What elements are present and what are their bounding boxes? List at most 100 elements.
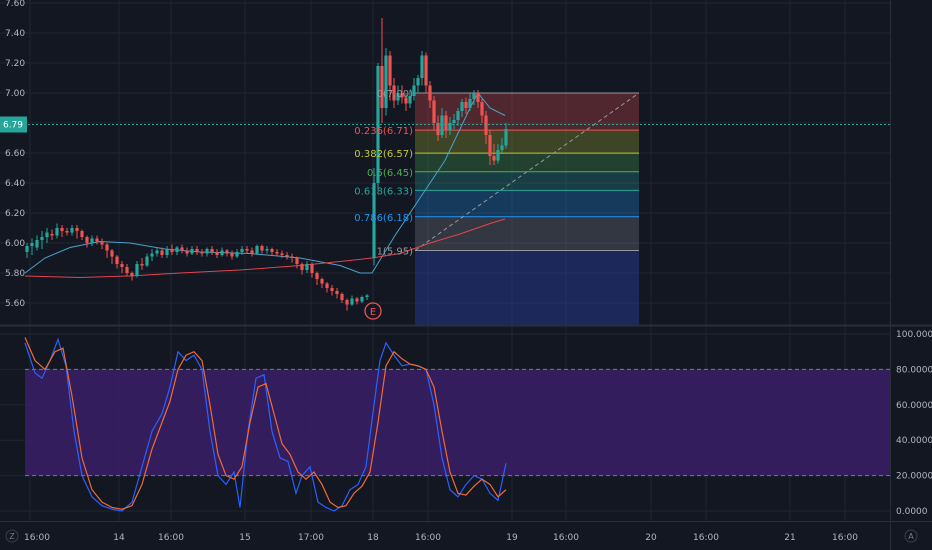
price-axis[interactable]: 7.607.407.207.006.806.606.406.206.005.80…: [5, 0, 25, 309]
candle-body[interactable]: [35, 240, 39, 248]
candle-body[interactable]: [230, 253, 234, 257]
candle-body[interactable]: [380, 66, 384, 108]
candle-body[interactable]: [310, 264, 314, 273]
candle-body[interactable]: [100, 241, 104, 245]
candle-body[interactable]: [484, 115, 488, 136]
candle-body[interactable]: [80, 231, 84, 237]
fibonacci-retracement[interactable]: [414, 92, 640, 325]
stochastic-axis[interactable]: 100.0000 80.0000 60.0000 40.0000 20.0000 0.00…: [896, 330, 932, 517]
candle-body[interactable]: [290, 256, 294, 259]
candle-body[interactable]: [492, 156, 496, 161]
candle-body[interactable]: [245, 249, 249, 251]
candle-body[interactable]: [150, 253, 154, 257]
candle-body[interactable]: [472, 93, 476, 99]
candle-body[interactable]: [330, 288, 334, 291]
candle-body[interactable]: [480, 102, 484, 116]
candle-body[interactable]: [295, 258, 299, 264]
candle-body[interactable]: [448, 123, 452, 131]
candle-body[interactable]: [235, 252, 239, 257]
candle-body[interactable]: [215, 252, 219, 255]
candle-body[interactable]: [105, 244, 109, 251]
candle-body[interactable]: [440, 115, 444, 136]
candle-body[interactable]: [200, 252, 204, 254]
candle-body[interactable]: [432, 100, 436, 124]
candle-body[interactable]: [130, 273, 134, 276]
candle-body[interactable]: [195, 249, 199, 252]
candle-body[interactable]: [180, 247, 184, 251]
auto-scale-icon-group[interactable]: A: [904, 529, 918, 543]
candle-body[interactable]: [125, 267, 129, 273]
candle-body[interactable]: [444, 115, 448, 131]
candle-body[interactable]: [70, 228, 74, 233]
candle-body[interactable]: [190, 249, 194, 254]
candle-body[interactable]: [488, 135, 492, 156]
candle-body[interactable]: [250, 250, 254, 254]
candle-body[interactable]: [428, 85, 432, 101]
candle-body[interactable]: [135, 264, 139, 276]
candle-body[interactable]: [315, 273, 319, 279]
candle-body[interactable]: [436, 123, 440, 135]
candle-body[interactable]: [408, 96, 412, 104]
candle-body[interactable]: [30, 243, 34, 246]
candle-body[interactable]: [300, 264, 304, 270]
candle-body[interactable]: [476, 93, 480, 102]
candle-body[interactable]: [392, 85, 396, 101]
candle-body[interactable]: [85, 237, 89, 243]
candle-body[interactable]: [175, 247, 179, 253]
candle-body[interactable]: [170, 249, 174, 252]
candle-body[interactable]: [205, 249, 209, 254]
candle-body[interactable]: [500, 145, 504, 151]
candle-body[interactable]: [50, 234, 54, 236]
candle-body[interactable]: [120, 264, 124, 267]
candle-body[interactable]: [468, 99, 472, 108]
candle-body[interactable]: [280, 253, 284, 256]
candle-body[interactable]: [65, 231, 69, 233]
timezone-icon-group[interactable]: Z: [5, 529, 19, 543]
candle-body[interactable]: [305, 264, 309, 270]
candle-body[interactable]: [275, 252, 279, 254]
candle-body[interactable]: [496, 150, 500, 161]
candle-body[interactable]: [400, 93, 404, 98]
candle-body[interactable]: [404, 97, 408, 104]
candle-body[interactable]: [90, 238, 94, 244]
candle-body[interactable]: [372, 183, 376, 258]
candle-body[interactable]: [140, 264, 144, 266]
candle-body[interactable]: [325, 283, 329, 289]
candle-body[interactable]: [345, 300, 349, 305]
candle-body[interactable]: [360, 297, 364, 302]
candle-body[interactable]: [335, 291, 339, 294]
candle-body[interactable]: [456, 111, 460, 120]
candle-body[interactable]: [110, 250, 114, 257]
candle-body[interactable]: [452, 120, 456, 123]
candle-body[interactable]: [424, 55, 428, 86]
candle-body[interactable]: [320, 279, 324, 284]
candle-body[interactable]: [265, 249, 269, 251]
candle-body[interactable]: [145, 256, 149, 266]
candle-body[interactable]: [240, 249, 244, 252]
candle-body[interactable]: [340, 294, 344, 300]
candle-body[interactable]: [60, 228, 64, 231]
candle-body[interactable]: [55, 228, 59, 236]
candle-body[interactable]: [365, 295, 369, 298]
candle-body[interactable]: [255, 246, 259, 254]
candle-body[interactable]: [25, 246, 29, 252]
candle-body[interactable]: [504, 129, 508, 146]
candle-body[interactable]: [416, 78, 420, 86]
fib-trend-line[interactable]: [414, 92, 640, 251]
candle-body[interactable]: [464, 102, 468, 108]
candle-body[interactable]: [396, 93, 400, 101]
candle-body[interactable]: [220, 250, 224, 256]
candle-body[interactable]: [285, 255, 289, 257]
candle-body[interactable]: [225, 250, 229, 254]
candle-body[interactable]: [95, 238, 99, 242]
candle-body[interactable]: [355, 298, 359, 302]
candle-body[interactable]: [185, 250, 189, 254]
candle-body[interactable]: [155, 250, 159, 254]
candle-body[interactable]: [165, 249, 169, 255]
candle-body[interactable]: [384, 55, 388, 109]
candle-body[interactable]: [270, 249, 274, 252]
candle-body[interactable]: [260, 246, 264, 251]
candle-body[interactable]: [420, 55, 424, 79]
stochastic-oscillator-pane[interactable]: [24, 337, 890, 512]
